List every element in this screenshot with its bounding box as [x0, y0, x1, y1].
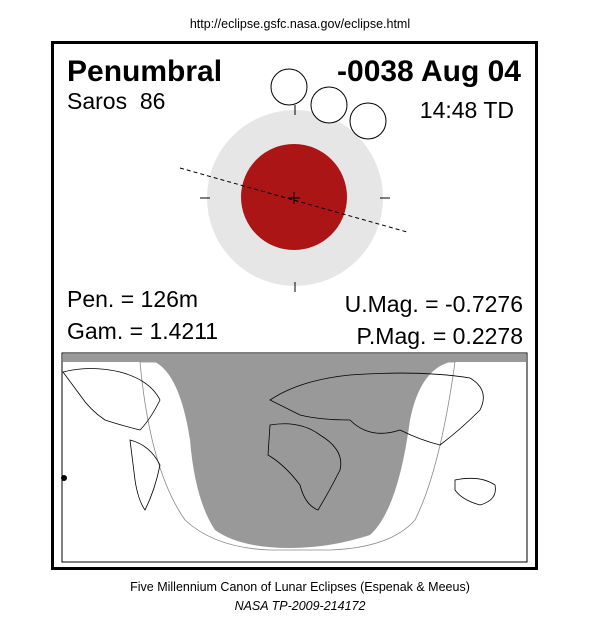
footer-reference: NASA TP-2009-214172	[235, 599, 366, 613]
gamma: Gam. = 1.4211	[67, 318, 218, 344]
eclipse-type: Penumbral	[67, 55, 222, 88]
moon-position	[310, 86, 348, 124]
pen-duration: Pen. = 126m	[67, 286, 198, 312]
world-map	[61, 352, 528, 563]
sub-lunar-point	[61, 475, 67, 481]
source-url: http://eclipse.gsfc.nasa.gov/eclipse.htm…	[190, 17, 410, 31]
north-america	[62, 368, 161, 431]
axis-ticks	[200, 105, 390, 292]
south-america	[129, 439, 161, 511]
time: 14:48 TD	[420, 97, 514, 123]
footer-title: Five Millennium Canon of Lunar Eclipses …	[130, 580, 470, 594]
eclipse-visible-region	[63, 354, 526, 548]
africa	[267, 423, 342, 511]
saros: Saros 86	[67, 88, 165, 114]
penumbral-magnitude: P.Mag. = 0.2278	[357, 323, 523, 349]
umbral-magnitude: U.Mag. = -0.7276	[345, 291, 523, 317]
eurasia	[269, 372, 484, 446]
australia	[454, 477, 496, 506]
moon-position	[270, 68, 308, 106]
moon-position	[349, 102, 387, 140]
moon-path	[179, 167, 408, 233]
eclipse-date: -0038 Aug 04	[337, 55, 521, 88]
